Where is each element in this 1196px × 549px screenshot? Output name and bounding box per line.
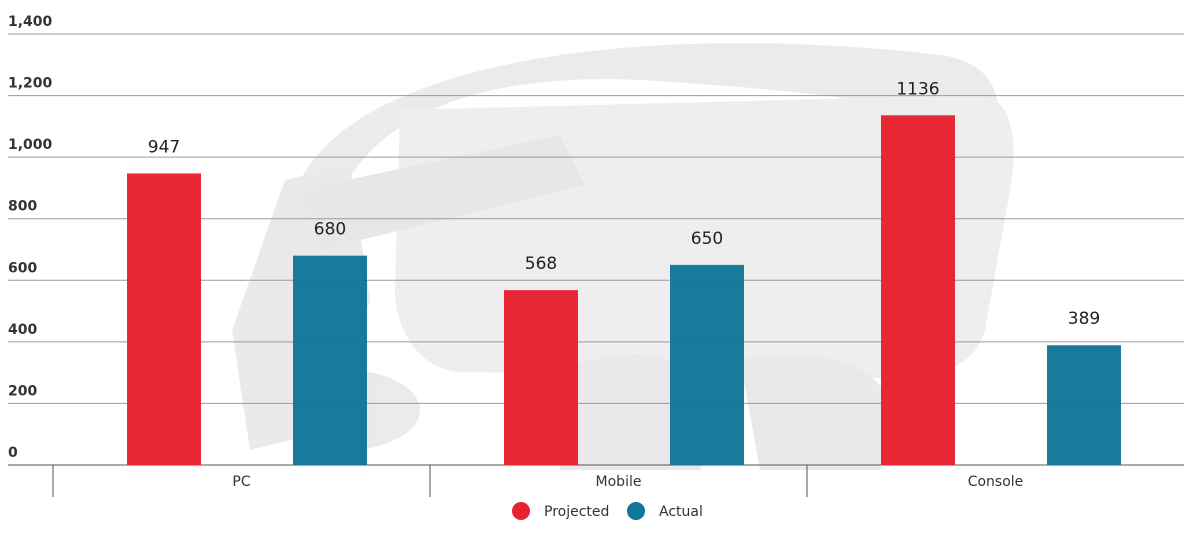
bar-projected	[504, 290, 578, 465]
y-tick-label: 200	[8, 383, 37, 399]
x-tick-label: Console	[968, 474, 1024, 490]
y-tick-label: 400	[8, 322, 37, 338]
bar-projected	[881, 115, 955, 465]
bar-actual	[670, 264, 744, 465]
y-tick-label: 1,200	[8, 76, 53, 92]
legend-swatch-actual	[627, 502, 645, 520]
bar-actual	[293, 255, 367, 465]
data-label: 1136	[896, 79, 939, 99]
data-label: 389	[1068, 309, 1100, 329]
legend-label: Projected	[544, 504, 609, 520]
x-tick-label: Mobile	[596, 474, 642, 490]
legend-swatch-projected	[512, 502, 530, 520]
y-tick-label: 800	[8, 199, 37, 215]
bar-projected	[127, 173, 201, 465]
bar-actual	[1047, 345, 1121, 465]
legend-label: Actual	[659, 504, 703, 520]
y-tick-label: 1,400	[8, 14, 53, 30]
data-label: 680	[314, 220, 346, 240]
y-tick-label: 600	[8, 260, 37, 276]
x-tick-label: PC	[232, 474, 250, 490]
y-tick-label: 0	[8, 445, 18, 461]
data-label: 650	[691, 229, 723, 249]
data-label: 568	[525, 254, 557, 274]
data-label: 947	[148, 137, 180, 157]
y-tick-label: 1,000	[8, 137, 53, 153]
